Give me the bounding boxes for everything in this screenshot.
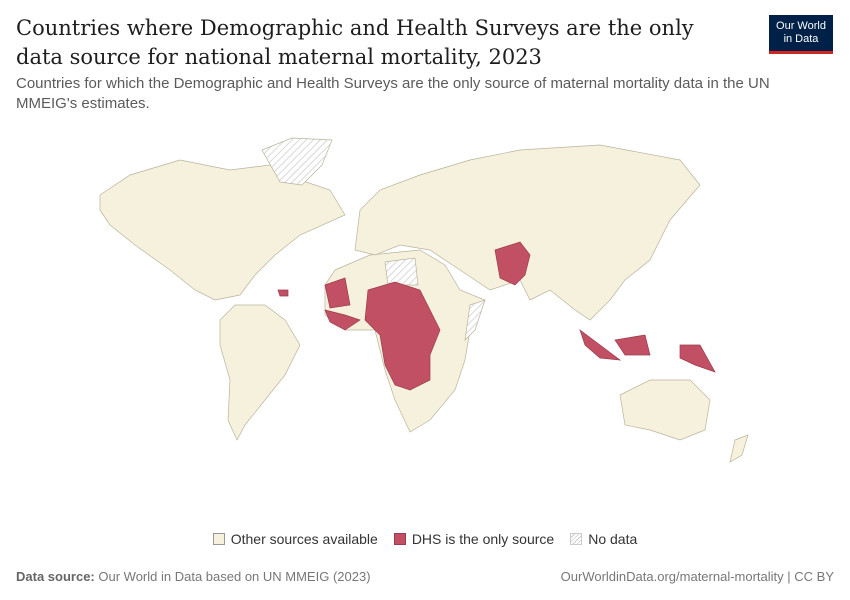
- region-libya-nodata[interactable]: [384, 257, 419, 286]
- region-north-america[interactable]: [99, 159, 346, 301]
- legend-item-no-data[interactable]: No data: [570, 531, 637, 547]
- dhs-indonesia[interactable]: [579, 329, 622, 361]
- dhs-indonesia-east[interactable]: [614, 334, 651, 356]
- dhs-central-africa[interactable]: [364, 281, 441, 391]
- source-text[interactable]: Our World in Data based on UN MMEIG (202…: [98, 569, 371, 584]
- source-label: Data source:: [16, 569, 95, 584]
- legend-item-other[interactable]: Other sources available: [212, 531, 378, 547]
- dhs-haiti[interactable]: [277, 289, 289, 297]
- logo-line-2: in Data: [783, 33, 819, 45]
- owid-logo[interactable]: Our World in Data: [769, 15, 833, 54]
- dhs-papua[interactable]: [679, 344, 716, 373]
- dhs-afghanistan-pakistan[interactable]: [494, 241, 531, 286]
- data-source: Data source: Our World in Data based on …: [16, 569, 371, 584]
- swatch: [393, 533, 406, 545]
- world-map: [99, 137, 749, 463]
- legend-label: Other sources available: [230, 531, 378, 547]
- chart-url[interactable]: OurWorldinData.org/maternal-mortality | …: [560, 569, 834, 584]
- legend-item-dhs[interactable]: DHS is the only source: [393, 531, 555, 547]
- legend-label: DHS is the only source: [411, 531, 555, 547]
- legend: Other sources available DHS is the only …: [0, 531, 850, 547]
- region-eurasia[interactable]: [354, 144, 701, 321]
- region-south-america[interactable]: [219, 304, 301, 441]
- region-greenland[interactable]: [261, 137, 333, 186]
- dhs-guinea-coast[interactable]: [324, 309, 361, 331]
- region-somalia-nodata[interactable]: [464, 299, 486, 341]
- region-australia[interactable]: [619, 379, 711, 441]
- legend-label: No data: [588, 531, 638, 547]
- region-new-zealand[interactable]: [729, 434, 749, 463]
- logo-line-1: Our World: [776, 20, 826, 32]
- chart-subtitle: Countries for which the Demographic and …: [16, 75, 770, 112]
- chart-title: Countries where Demographic and Health S…: [16, 16, 694, 69]
- swatch: [570, 533, 583, 545]
- dhs-west-africa[interactable]: [324, 277, 351, 309]
- swatch: [212, 533, 225, 545]
